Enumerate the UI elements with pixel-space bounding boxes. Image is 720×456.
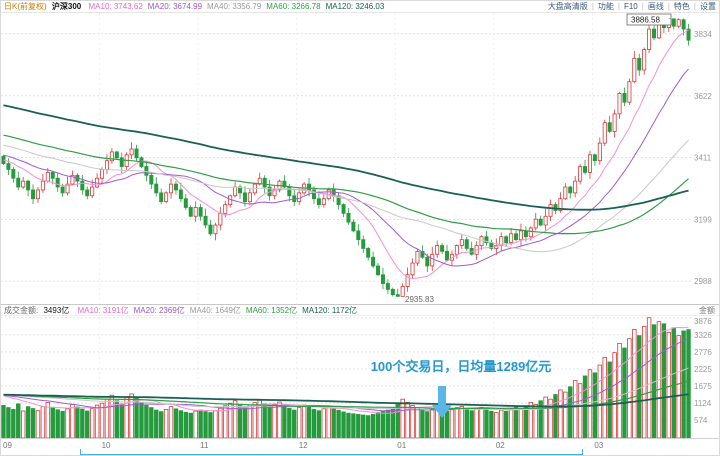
volume-ma-legend-item: MA120: 1172亿 xyxy=(302,306,358,315)
down-arrow-icon xyxy=(438,386,446,405)
month-label: 01 xyxy=(397,441,407,450)
volume-header-bar: 成交金额: 3493亿 MA10: 3191亿 MA20: 2369亿 MA40: … xyxy=(1,304,719,316)
ma-line xyxy=(3,29,689,280)
month-label: 11 xyxy=(200,441,209,450)
ma-line xyxy=(3,134,689,235)
menu-item[interactable]: 特色 xyxy=(673,2,690,11)
volume-axis-label: 2776 xyxy=(694,348,712,357)
menu-item[interactable]: 功能 xyxy=(597,2,614,11)
menu-item[interactable]: 设置 xyxy=(700,2,716,11)
ma-line xyxy=(3,104,689,211)
price-axis-label: 2988 xyxy=(694,277,712,286)
month-label: 02 xyxy=(495,441,505,450)
menu-separator: | xyxy=(591,2,594,11)
volume-label: 成交金额: xyxy=(4,306,39,315)
volume-axis-label: 1675 xyxy=(694,382,712,391)
price-ma-legend-item: MA10: 3743.62 xyxy=(88,2,143,11)
ma-line xyxy=(3,68,689,267)
volume-pane-title: 金额 xyxy=(699,306,715,315)
symbol-name[interactable]: 沪深300 xyxy=(51,2,82,11)
menu-item[interactable]: 大盘高清版 xyxy=(547,2,588,11)
price-axis-label: 3622 xyxy=(694,92,712,101)
low-price-label: 2935.83 xyxy=(405,295,434,304)
high-price-label: 3886.58 xyxy=(631,16,660,25)
price-ma-legend-item: MA60: 3266.78 xyxy=(266,2,321,11)
volume-value: 3493亿 xyxy=(43,306,70,315)
volume-axis-label: 2225 xyxy=(694,365,712,374)
menu-item[interactable]: F10 xyxy=(623,2,638,11)
price-ma-legend-item: MA20: 3674.99 xyxy=(147,2,203,11)
menu-separator: | xyxy=(617,2,620,11)
top-right-menu: 大盘高清版 | 功能 | F10 | 画线 | 特色 | 设置 xyxy=(544,1,716,13)
volume-ma-legend-item: MA60: 1352亿 xyxy=(245,306,298,315)
price-header-left: 日K(前复权) 沪深300 MA10: 3743.62 MA20: 3674.99… xyxy=(4,1,389,13)
volume-pane[interactable]: 3876 3326 2776 2225 1675 1124 574 xyxy=(1,317,720,438)
price-ma-legend: MA10: 3743.62 MA20: 3674.99 MA40: 3356.79 M… xyxy=(89,2,390,11)
price-ma-legend-item: MA40: 3356.79 xyxy=(207,2,262,11)
ma-line xyxy=(3,393,689,408)
menu-separator: | xyxy=(693,2,696,11)
price-ma-legend-item: MA120: 3246.03 xyxy=(325,2,385,11)
ma-line xyxy=(3,367,689,411)
volume-header-left: 成交金额: 3493亿 MA10: 3191亿 MA20: 2369亿 MA40: … xyxy=(4,305,362,317)
volume-ma-legend-item: MA40: 1649亿 xyxy=(189,306,241,315)
price-pane[interactable]: 3834 3622 3411 3199 2988 3886.58 2935.83 xyxy=(1,13,720,304)
volume-axis-label: 1124 xyxy=(694,399,712,408)
price-header-bar: 日K(前复权) 沪深300 MA10: 3743.62 MA20: 3674.99… xyxy=(1,1,719,13)
menu-separator: | xyxy=(667,2,670,11)
month-label: 10 xyxy=(101,441,111,450)
down-arrow-icon-head xyxy=(432,405,452,418)
time-axis: 09 10 11 12 01 02 03 xyxy=(1,438,719,455)
period-label[interactable]: 日K(前复权) xyxy=(4,2,47,11)
volume-axis-label: 574 xyxy=(694,416,708,425)
menu-separator: | xyxy=(641,2,644,11)
month-label: 03 xyxy=(594,441,604,450)
month-label: 09 xyxy=(3,441,12,450)
volume-axis-label: 3326 xyxy=(694,331,712,340)
menu-item[interactable]: 画线 xyxy=(647,2,664,11)
month-label: 12 xyxy=(298,441,308,450)
price-axis-label: 3834 xyxy=(694,30,712,39)
price-axis-label: 3199 xyxy=(694,215,712,224)
volume-axis-label: 3876 xyxy=(694,317,712,326)
selection-bracket[interactable] xyxy=(79,449,583,455)
volume-ma-legend: MA10: 3191亿 MA20: 2369亿 MA40: 1649亿 MA60: 1… xyxy=(78,306,363,315)
price-axis-label: 3411 xyxy=(694,153,712,162)
ma-line xyxy=(3,326,689,414)
ma-line xyxy=(3,139,689,253)
volume-ma-legend-item: MA20: 2369亿 xyxy=(133,306,185,315)
volume-ma-legend-item: MA10: 3191亿 xyxy=(77,306,129,315)
